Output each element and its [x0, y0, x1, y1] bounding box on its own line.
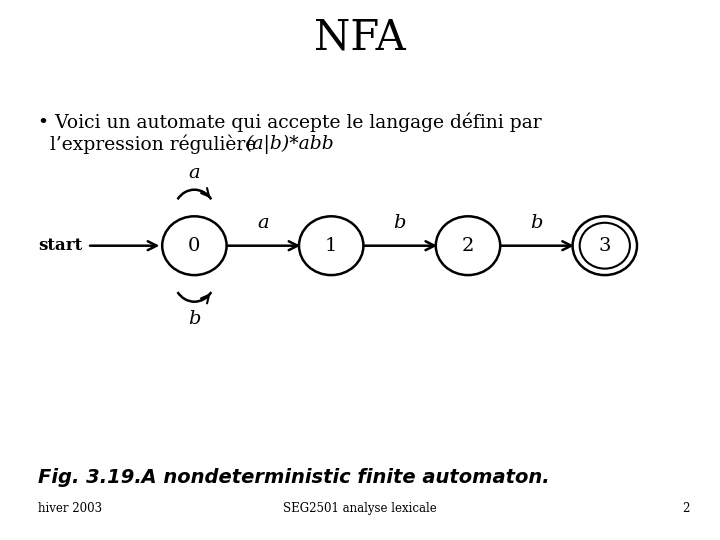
Text: (a|b)*abb: (a|b)*abb [245, 135, 334, 154]
Text: a: a [257, 214, 269, 232]
Text: 3: 3 [598, 237, 611, 255]
Text: Fig. 3.19.: Fig. 3.19. [38, 468, 142, 487]
Text: A nondeterministic finite automaton.: A nondeterministic finite automaton. [128, 468, 549, 487]
Ellipse shape [162, 217, 227, 275]
Text: l’expression régulière: l’expression régulière [38, 135, 262, 154]
Ellipse shape [299, 217, 364, 275]
Text: 2: 2 [683, 502, 690, 515]
Text: 0: 0 [188, 237, 201, 255]
Text: 2: 2 [462, 237, 474, 255]
Text: start: start [38, 237, 82, 254]
Ellipse shape [436, 217, 500, 275]
Text: • Voici un automate qui accepte le langage défini par: • Voici un automate qui accepte le langa… [38, 112, 541, 132]
Text: SEG2501 analyse lexicale: SEG2501 analyse lexicale [283, 502, 437, 515]
Text: b: b [188, 310, 201, 328]
Text: b: b [393, 214, 406, 232]
Text: b: b [530, 214, 543, 232]
Ellipse shape [572, 217, 637, 275]
Text: a: a [189, 164, 200, 181]
Text: 1: 1 [325, 237, 338, 255]
Text: NFA: NFA [314, 17, 406, 59]
Text: hiver 2003: hiver 2003 [38, 502, 102, 515]
